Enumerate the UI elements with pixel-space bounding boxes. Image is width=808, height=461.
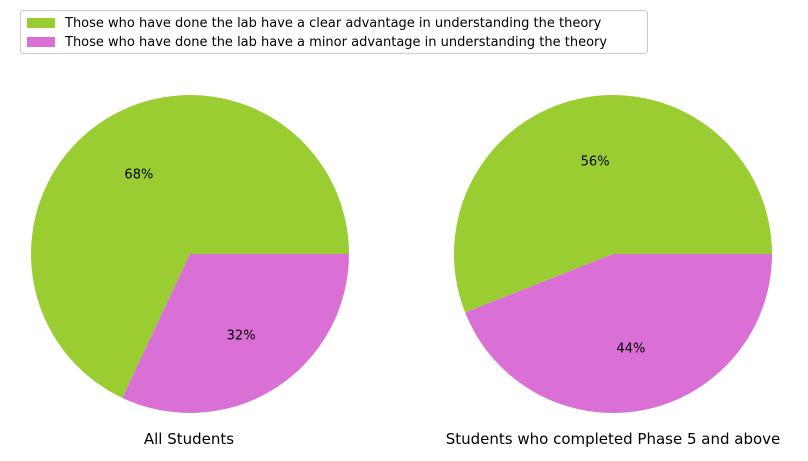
pie-slice-minor-advantage [465, 254, 772, 413]
legend-label-minor-advantage: Those who have done the lab have a minor… [65, 34, 608, 50]
pie-slice-clear-advantage [30, 94, 350, 398]
pie-slice-clear-advantage [453, 94, 772, 313]
chart-title-all-students: All Students [144, 430, 234, 448]
pie-label-minor-advantage: 32% [227, 329, 256, 344]
legend-swatch-clear-advantage [27, 18, 55, 28]
legend-label-clear-advantage: Those who have done the lab have a clear… [65, 15, 602, 31]
legend-entry-clear-advantage: Those who have done the lab have a clear… [27, 14, 601, 32]
pie-label-clear-advantage: 56% [581, 154, 610, 169]
pie-chart-all-students: 68% 32% [30, 94, 350, 413]
pie-slice-minor-advantage [122, 254, 350, 413]
pie-label-minor-advantage: 44% [616, 342, 645, 357]
pie-label-clear-advantage: 68% [124, 167, 153, 182]
legend-entry-minor-advantage: Those who have done the lab have a minor… [27, 33, 607, 51]
chart-title-phase5: Students who completed Phase 5 and above [446, 430, 781, 448]
pie-chart-phase5: 56% 44% [453, 94, 772, 413]
legend: Those who have done the lab have a clear… [20, 10, 648, 54]
legend-swatch-minor-advantage [27, 37, 55, 47]
